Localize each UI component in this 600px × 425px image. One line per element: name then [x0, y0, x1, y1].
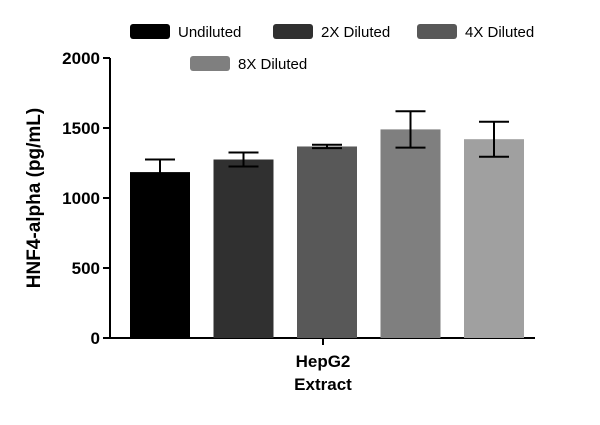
category-label-line-2: Extract — [294, 375, 352, 394]
bars — [130, 110, 524, 338]
bar — [297, 146, 357, 338]
legend-swatch — [273, 24, 313, 39]
legend-label: 2X Diluted — [321, 24, 390, 41]
legend-label: 8X Diluted — [238, 56, 307, 73]
y-tick-label: 500 — [72, 259, 100, 278]
bar — [213, 159, 274, 338]
legend-label: 4X Diluted — [465, 24, 534, 41]
y-axis-title: HNF4-alpha (pg/mL) — [24, 108, 45, 289]
legend-label: Undiluted — [178, 24, 241, 41]
y-tick-label: 2000 — [62, 49, 100, 68]
legend-swatch — [130, 24, 170, 39]
y-tick-label: 1500 — [62, 119, 100, 138]
category-label-line-1: HepG2 — [296, 352, 351, 371]
legend: Undiluted 2X Diluted 4X Diluted 8X Diluted — [130, 24, 534, 73]
y-tick-label: 1000 — [62, 189, 100, 208]
y-tick-label: 0 — [91, 329, 100, 348]
legend-swatch — [417, 24, 457, 39]
bar — [380, 129, 441, 338]
bar — [464, 139, 524, 338]
bar — [130, 172, 190, 338]
legend-swatch — [190, 56, 230, 71]
